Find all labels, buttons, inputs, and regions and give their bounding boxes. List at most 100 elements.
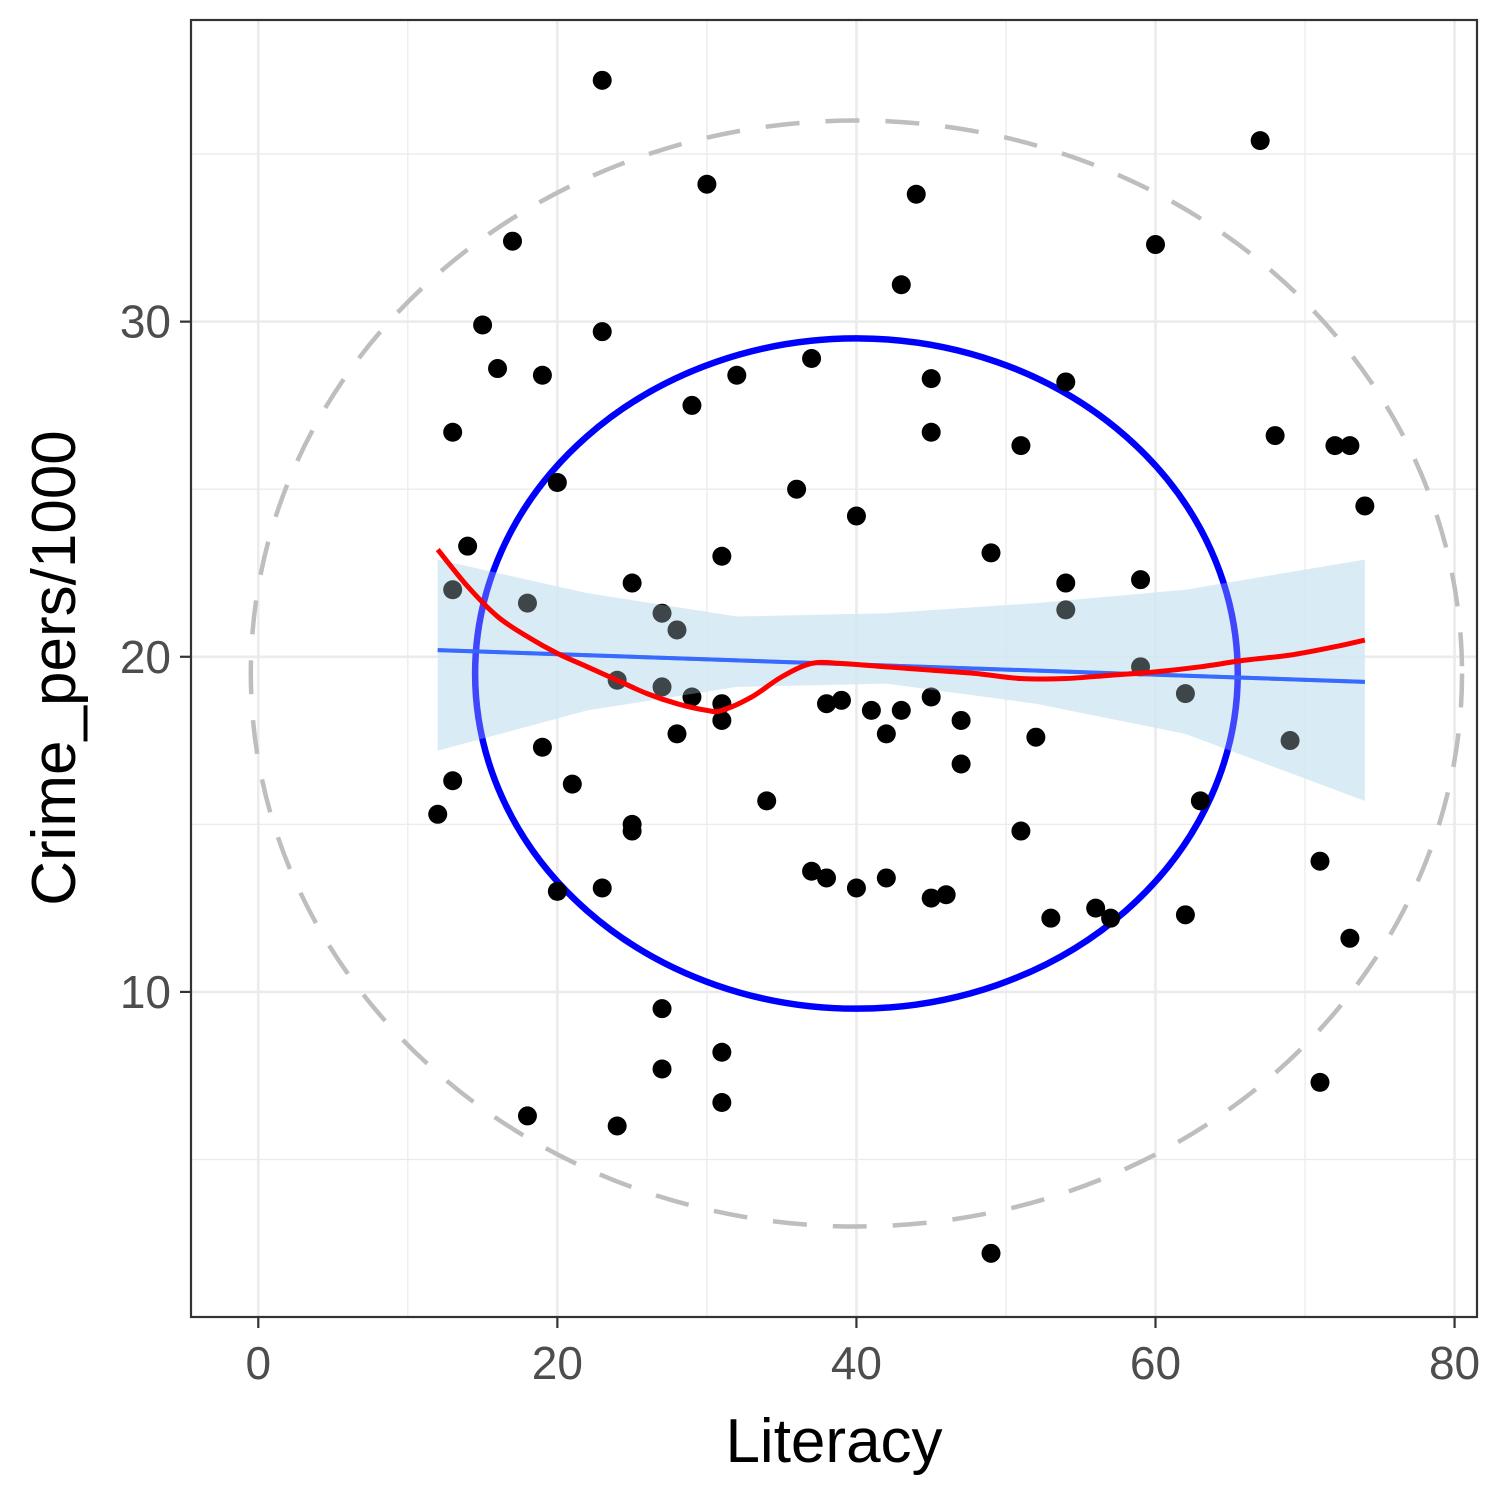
data-point bbox=[817, 694, 837, 714]
data-point bbox=[532, 365, 552, 385]
x-tick-label: 60 bbox=[1130, 1337, 1181, 1389]
data-point bbox=[652, 677, 672, 697]
data-point bbox=[682, 687, 702, 707]
data-point bbox=[1101, 908, 1121, 928]
y-axis-title: Crime_pers/1000 bbox=[20, 430, 89, 906]
data-point bbox=[936, 885, 956, 905]
data-point bbox=[1190, 791, 1210, 811]
data-point bbox=[846, 878, 866, 898]
data-point bbox=[682, 395, 702, 415]
data-point bbox=[846, 506, 866, 526]
y-tick-label: 20 bbox=[120, 631, 171, 683]
data-point bbox=[891, 700, 911, 720]
data-point bbox=[1056, 573, 1076, 593]
data-point bbox=[1355, 496, 1375, 516]
data-point bbox=[921, 687, 941, 707]
confidence-band bbox=[437, 559, 1365, 801]
data-point bbox=[1325, 436, 1345, 456]
data-point bbox=[1011, 821, 1031, 841]
data-point bbox=[652, 603, 672, 623]
data-point bbox=[1086, 898, 1106, 918]
outer-dashed-circle bbox=[248, 118, 1465, 1229]
data-point bbox=[1340, 928, 1360, 948]
data-point bbox=[592, 878, 612, 898]
plot-panel-border bbox=[189, 18, 1479, 1319]
x-tick-label: 20 bbox=[532, 1337, 583, 1389]
data-point bbox=[592, 322, 612, 342]
y-axis: 10 20 30 bbox=[120, 296, 191, 1018]
data-point bbox=[503, 231, 522, 251]
data-point bbox=[876, 724, 896, 744]
circle-layer bbox=[248, 118, 1465, 1229]
data-point bbox=[443, 422, 463, 442]
data-point bbox=[712, 710, 732, 730]
x-tick-label: 80 bbox=[1429, 1337, 1480, 1389]
data-point bbox=[1175, 905, 1195, 925]
data-points-layer bbox=[428, 70, 1375, 1263]
data-point bbox=[1265, 426, 1285, 446]
data-point bbox=[891, 275, 911, 295]
data-point bbox=[831, 690, 851, 710]
data-point bbox=[921, 422, 941, 442]
data-point bbox=[443, 580, 463, 600]
data-point bbox=[652, 999, 672, 1019]
data-point bbox=[443, 771, 463, 791]
data-point bbox=[1175, 684, 1195, 704]
x-tick-label: 40 bbox=[831, 1337, 882, 1389]
data-point bbox=[473, 315, 493, 335]
data-point bbox=[532, 737, 552, 757]
data-point bbox=[981, 1243, 1001, 1263]
data-point bbox=[592, 70, 612, 90]
data-point bbox=[667, 620, 687, 640]
x-axis: 0 20 40 60 80 bbox=[245, 1317, 1480, 1389]
data-point bbox=[712, 1093, 732, 1113]
confidence-band-overlay bbox=[437, 559, 1365, 801]
data-point bbox=[1131, 570, 1151, 590]
y-tick-label: 30 bbox=[120, 296, 171, 348]
inner-circle bbox=[471, 335, 1241, 1012]
data-point bbox=[802, 348, 822, 368]
data-point bbox=[1340, 436, 1360, 456]
data-point bbox=[547, 472, 567, 492]
data-point bbox=[562, 774, 582, 794]
data-point bbox=[802, 861, 822, 881]
data-point bbox=[517, 593, 537, 613]
confidence-band-layer bbox=[437, 559, 1365, 801]
data-point bbox=[1011, 436, 1031, 456]
data-point bbox=[1310, 1072, 1330, 1092]
data-point bbox=[906, 184, 926, 204]
data-point bbox=[697, 174, 717, 194]
data-point bbox=[622, 821, 642, 841]
data-point bbox=[861, 700, 881, 720]
data-point bbox=[727, 365, 747, 385]
data-point bbox=[1026, 727, 1046, 747]
data-point bbox=[712, 546, 732, 566]
data-point bbox=[652, 1059, 672, 1079]
data-point bbox=[951, 710, 971, 730]
data-point bbox=[622, 573, 642, 593]
data-point bbox=[1056, 600, 1076, 620]
data-point bbox=[757, 791, 777, 811]
data-point bbox=[1310, 851, 1330, 871]
data-point bbox=[517, 1106, 537, 1126]
data-point bbox=[1146, 235, 1165, 255]
data-point bbox=[1250, 131, 1270, 151]
y-tick-label: 10 bbox=[120, 966, 171, 1018]
data-point bbox=[488, 359, 508, 379]
x-axis-title: Literacy bbox=[725, 1407, 942, 1476]
data-point bbox=[1280, 731, 1300, 751]
loess-fit-line bbox=[435, 547, 1366, 715]
x-tick-label: 0 bbox=[245, 1337, 271, 1389]
data-point bbox=[981, 543, 1001, 563]
data-point bbox=[876, 868, 896, 888]
data-point bbox=[458, 536, 478, 556]
data-point bbox=[921, 888, 941, 908]
data-point bbox=[787, 479, 807, 499]
data-point bbox=[1041, 908, 1061, 928]
data-point bbox=[547, 881, 567, 901]
data-point bbox=[951, 754, 971, 774]
loess-fit-layer bbox=[435, 547, 1366, 715]
data-point bbox=[1056, 372, 1076, 392]
data-point bbox=[921, 369, 941, 389]
